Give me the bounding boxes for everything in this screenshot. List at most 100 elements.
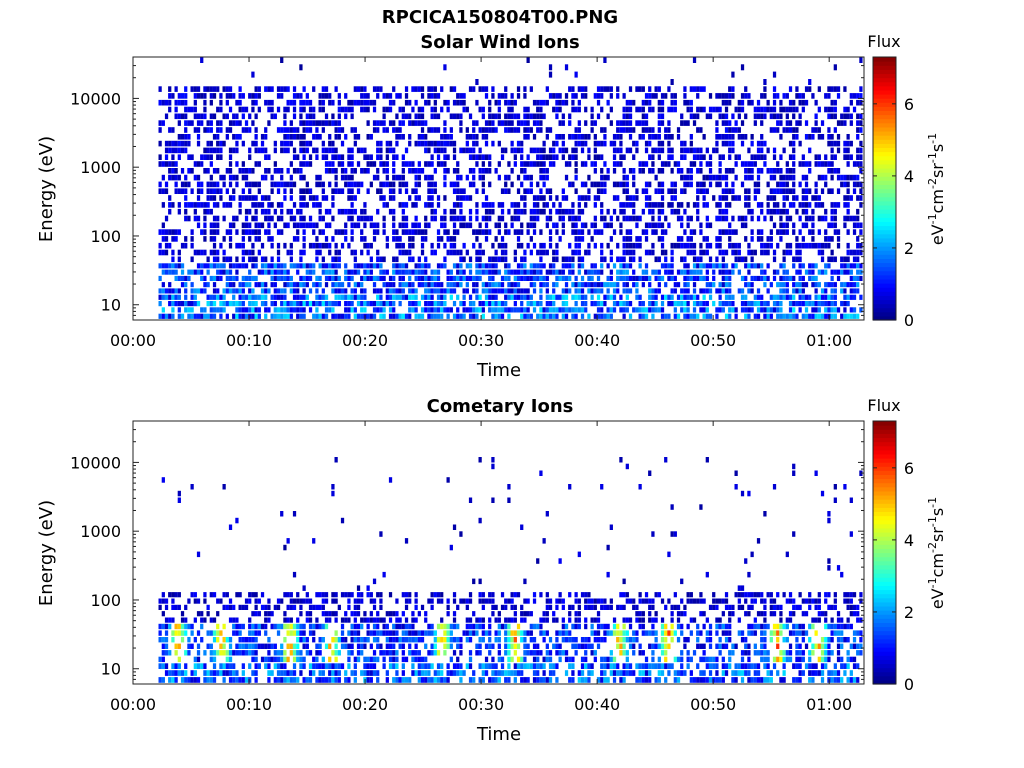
heatmap-cell bbox=[260, 592, 265, 598]
heatmap-cell bbox=[715, 288, 719, 294]
heatmap-cell bbox=[257, 202, 261, 208]
heatmap-cell bbox=[385, 174, 389, 181]
heatmap-cell bbox=[427, 288, 431, 294]
heatmap-cell bbox=[766, 181, 770, 188]
heatmap-cell bbox=[852, 249, 857, 256]
heatmap-cell bbox=[280, 181, 284, 188]
heatmap-cell bbox=[500, 313, 505, 319]
heatmap-cell bbox=[724, 181, 729, 188]
heatmap-cell bbox=[219, 313, 223, 319]
heatmap-cell bbox=[628, 236, 633, 242]
heatmap-cell bbox=[280, 511, 284, 517]
heatmap-cell bbox=[737, 154, 741, 160]
heatmap-cell bbox=[289, 677, 293, 683]
heatmap-cell bbox=[651, 307, 655, 313]
heatmap-cell bbox=[273, 222, 277, 229]
heatmap-cell bbox=[683, 288, 687, 294]
heatmap-cell bbox=[222, 670, 226, 676]
heatmap-cell bbox=[164, 294, 169, 300]
heatmap-cell bbox=[433, 269, 437, 275]
heatmap-cell bbox=[740, 288, 745, 294]
heatmap-cell bbox=[619, 301, 623, 307]
heatmap-cell bbox=[360, 93, 364, 99]
heatmap-cell bbox=[763, 242, 767, 249]
heatmap-cell bbox=[846, 181, 850, 188]
heatmap-cell bbox=[260, 656, 265, 663]
heatmap-cell bbox=[750, 307, 754, 313]
heatmap-cell bbox=[395, 294, 399, 300]
heatmap-cell bbox=[209, 313, 213, 319]
heatmap-cell bbox=[203, 275, 207, 281]
heatmap-cell bbox=[513, 113, 517, 120]
heatmap-cell bbox=[254, 256, 258, 263]
heatmap-cell bbox=[859, 195, 863, 201]
heatmap-cell bbox=[747, 307, 751, 313]
heatmap-cell bbox=[686, 294, 690, 300]
heatmap-cell bbox=[753, 161, 757, 167]
heatmap-cell bbox=[827, 140, 831, 147]
heatmap-cell bbox=[440, 282, 444, 288]
heatmap-cell bbox=[196, 181, 201, 188]
heatmap-cell bbox=[232, 282, 236, 288]
heatmap-cell bbox=[769, 242, 773, 249]
heatmap-cell bbox=[404, 181, 409, 188]
heatmap-cell bbox=[484, 195, 489, 201]
heatmap-cell bbox=[420, 127, 425, 133]
heatmap-cell bbox=[264, 617, 268, 623]
heatmap-cell bbox=[312, 269, 316, 275]
heatmap-cell bbox=[475, 288, 479, 294]
heatmap-cell bbox=[513, 294, 517, 300]
heatmap-cell bbox=[238, 93, 242, 99]
heatmap-cell bbox=[708, 106, 713, 113]
heatmap-cell bbox=[382, 93, 386, 99]
heatmap-cell bbox=[696, 202, 700, 208]
heatmap-cell bbox=[385, 236, 389, 242]
heatmap-cell bbox=[718, 161, 722, 167]
heatmap-cell bbox=[699, 168, 703, 174]
x-tick-label: 00:50 bbox=[690, 331, 736, 350]
heatmap-cell bbox=[536, 208, 540, 215]
heatmap-cell bbox=[580, 93, 585, 99]
heatmap-cell bbox=[385, 269, 389, 275]
heatmap-cell bbox=[353, 307, 357, 313]
heatmap-cell bbox=[344, 611, 348, 617]
heatmap-cell bbox=[779, 113, 783, 120]
heatmap-cell bbox=[824, 106, 828, 113]
heatmap-cell bbox=[628, 147, 633, 154]
heatmap-cell bbox=[836, 242, 841, 249]
heatmap-cell bbox=[161, 202, 165, 208]
heatmap-cell bbox=[491, 282, 495, 288]
heatmap-cell bbox=[721, 263, 725, 269]
heatmap-cell bbox=[187, 313, 191, 319]
heatmap-cell bbox=[331, 120, 335, 126]
heatmap-cell bbox=[705, 242, 709, 249]
heatmap-cell bbox=[264, 643, 268, 649]
heatmap-cell bbox=[328, 617, 332, 623]
heatmap-cell bbox=[209, 161, 213, 167]
heatmap-cell bbox=[414, 313, 418, 319]
heatmap-cell bbox=[731, 229, 735, 235]
heatmap-cell bbox=[228, 168, 233, 174]
heatmap-cell bbox=[209, 630, 213, 636]
colorbar-swatch bbox=[873, 291, 896, 296]
heatmap-cell bbox=[523, 106, 527, 113]
heatmap-cell bbox=[820, 242, 825, 249]
heatmap-cell bbox=[548, 263, 553, 269]
heatmap-cell bbox=[811, 229, 815, 235]
heatmap-cell bbox=[353, 195, 357, 201]
heatmap-cell bbox=[430, 93, 434, 99]
heatmap-cell bbox=[648, 282, 652, 288]
heatmap-cell bbox=[264, 307, 268, 313]
heatmap-cell bbox=[628, 242, 633, 249]
heatmap-cell bbox=[302, 195, 306, 201]
heatmap-cell bbox=[168, 99, 172, 106]
heatmap-cell bbox=[574, 242, 578, 249]
heatmap-cell bbox=[792, 202, 796, 208]
heatmap-cell bbox=[270, 174, 274, 181]
colorbar-swatch bbox=[873, 180, 896, 185]
heatmap-cell bbox=[484, 134, 489, 140]
heatmap-cell bbox=[158, 598, 162, 604]
heatmap-cell bbox=[347, 106, 351, 113]
heatmap-cell bbox=[289, 242, 293, 249]
heatmap-cell bbox=[241, 282, 245, 288]
